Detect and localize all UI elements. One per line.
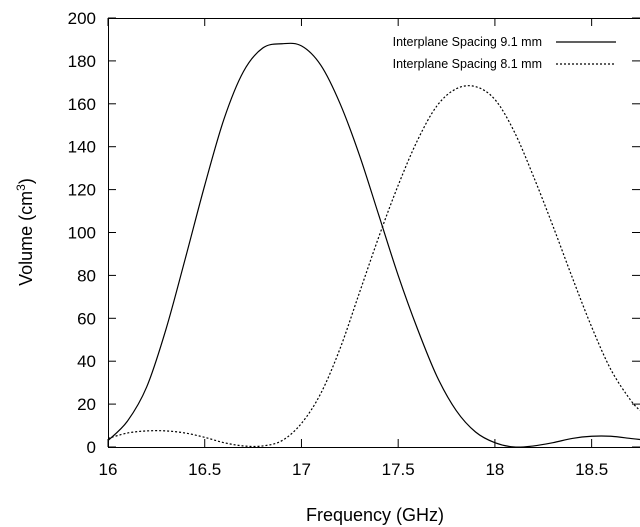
y-tick-label-3: 60 [77,309,96,328]
y-tick-label-2: 40 [77,352,96,371]
y-tick-label-8: 160 [68,95,96,114]
y-tick-label-10: 200 [68,9,96,28]
x-tick-label-0: 16 [99,460,118,479]
y-tick-label-6: 120 [68,181,96,200]
y-tick-label-7: 140 [68,138,96,157]
y-tick-label-1: 20 [77,395,96,414]
x-tick-label-2: 17 [292,460,311,479]
legend-label-1: Interplane Spacing 8.1 mm [393,57,542,71]
y-tick-label-0: 0 [87,438,96,457]
y-axis-title: Volume (cm3) [14,178,36,286]
plot-frame [108,18,640,448]
y-tick-label-4: 80 [77,266,96,285]
x-tick-label-5: 18.5 [575,460,608,479]
y-axis-label-sup: 3 [14,184,28,191]
y-axis-label: Volume (cm3) [14,178,36,286]
y-tick-label-9: 180 [68,52,96,71]
x-axis-label: Frequency (GHz) [306,505,444,525]
plot-area: 16 16.5 17 17.5 18 18.5 0 20 40 60 80 100 120 140 160 1… [68,9,640,479]
series-line-0 [108,42,640,447]
y-tick-label-5: 100 [68,224,96,243]
y-axis-label-main: Volume (cm [16,191,36,286]
x-tick-label-3: 17.5 [382,460,415,479]
x-tick-label-1: 16.5 [188,460,221,479]
y-axis-label-close: ) [16,178,36,184]
legend-label-0: Interplane Spacing 9.1 mm [393,35,542,49]
x-tick-label-4: 18 [485,460,504,479]
series-line-1 [108,85,640,447]
